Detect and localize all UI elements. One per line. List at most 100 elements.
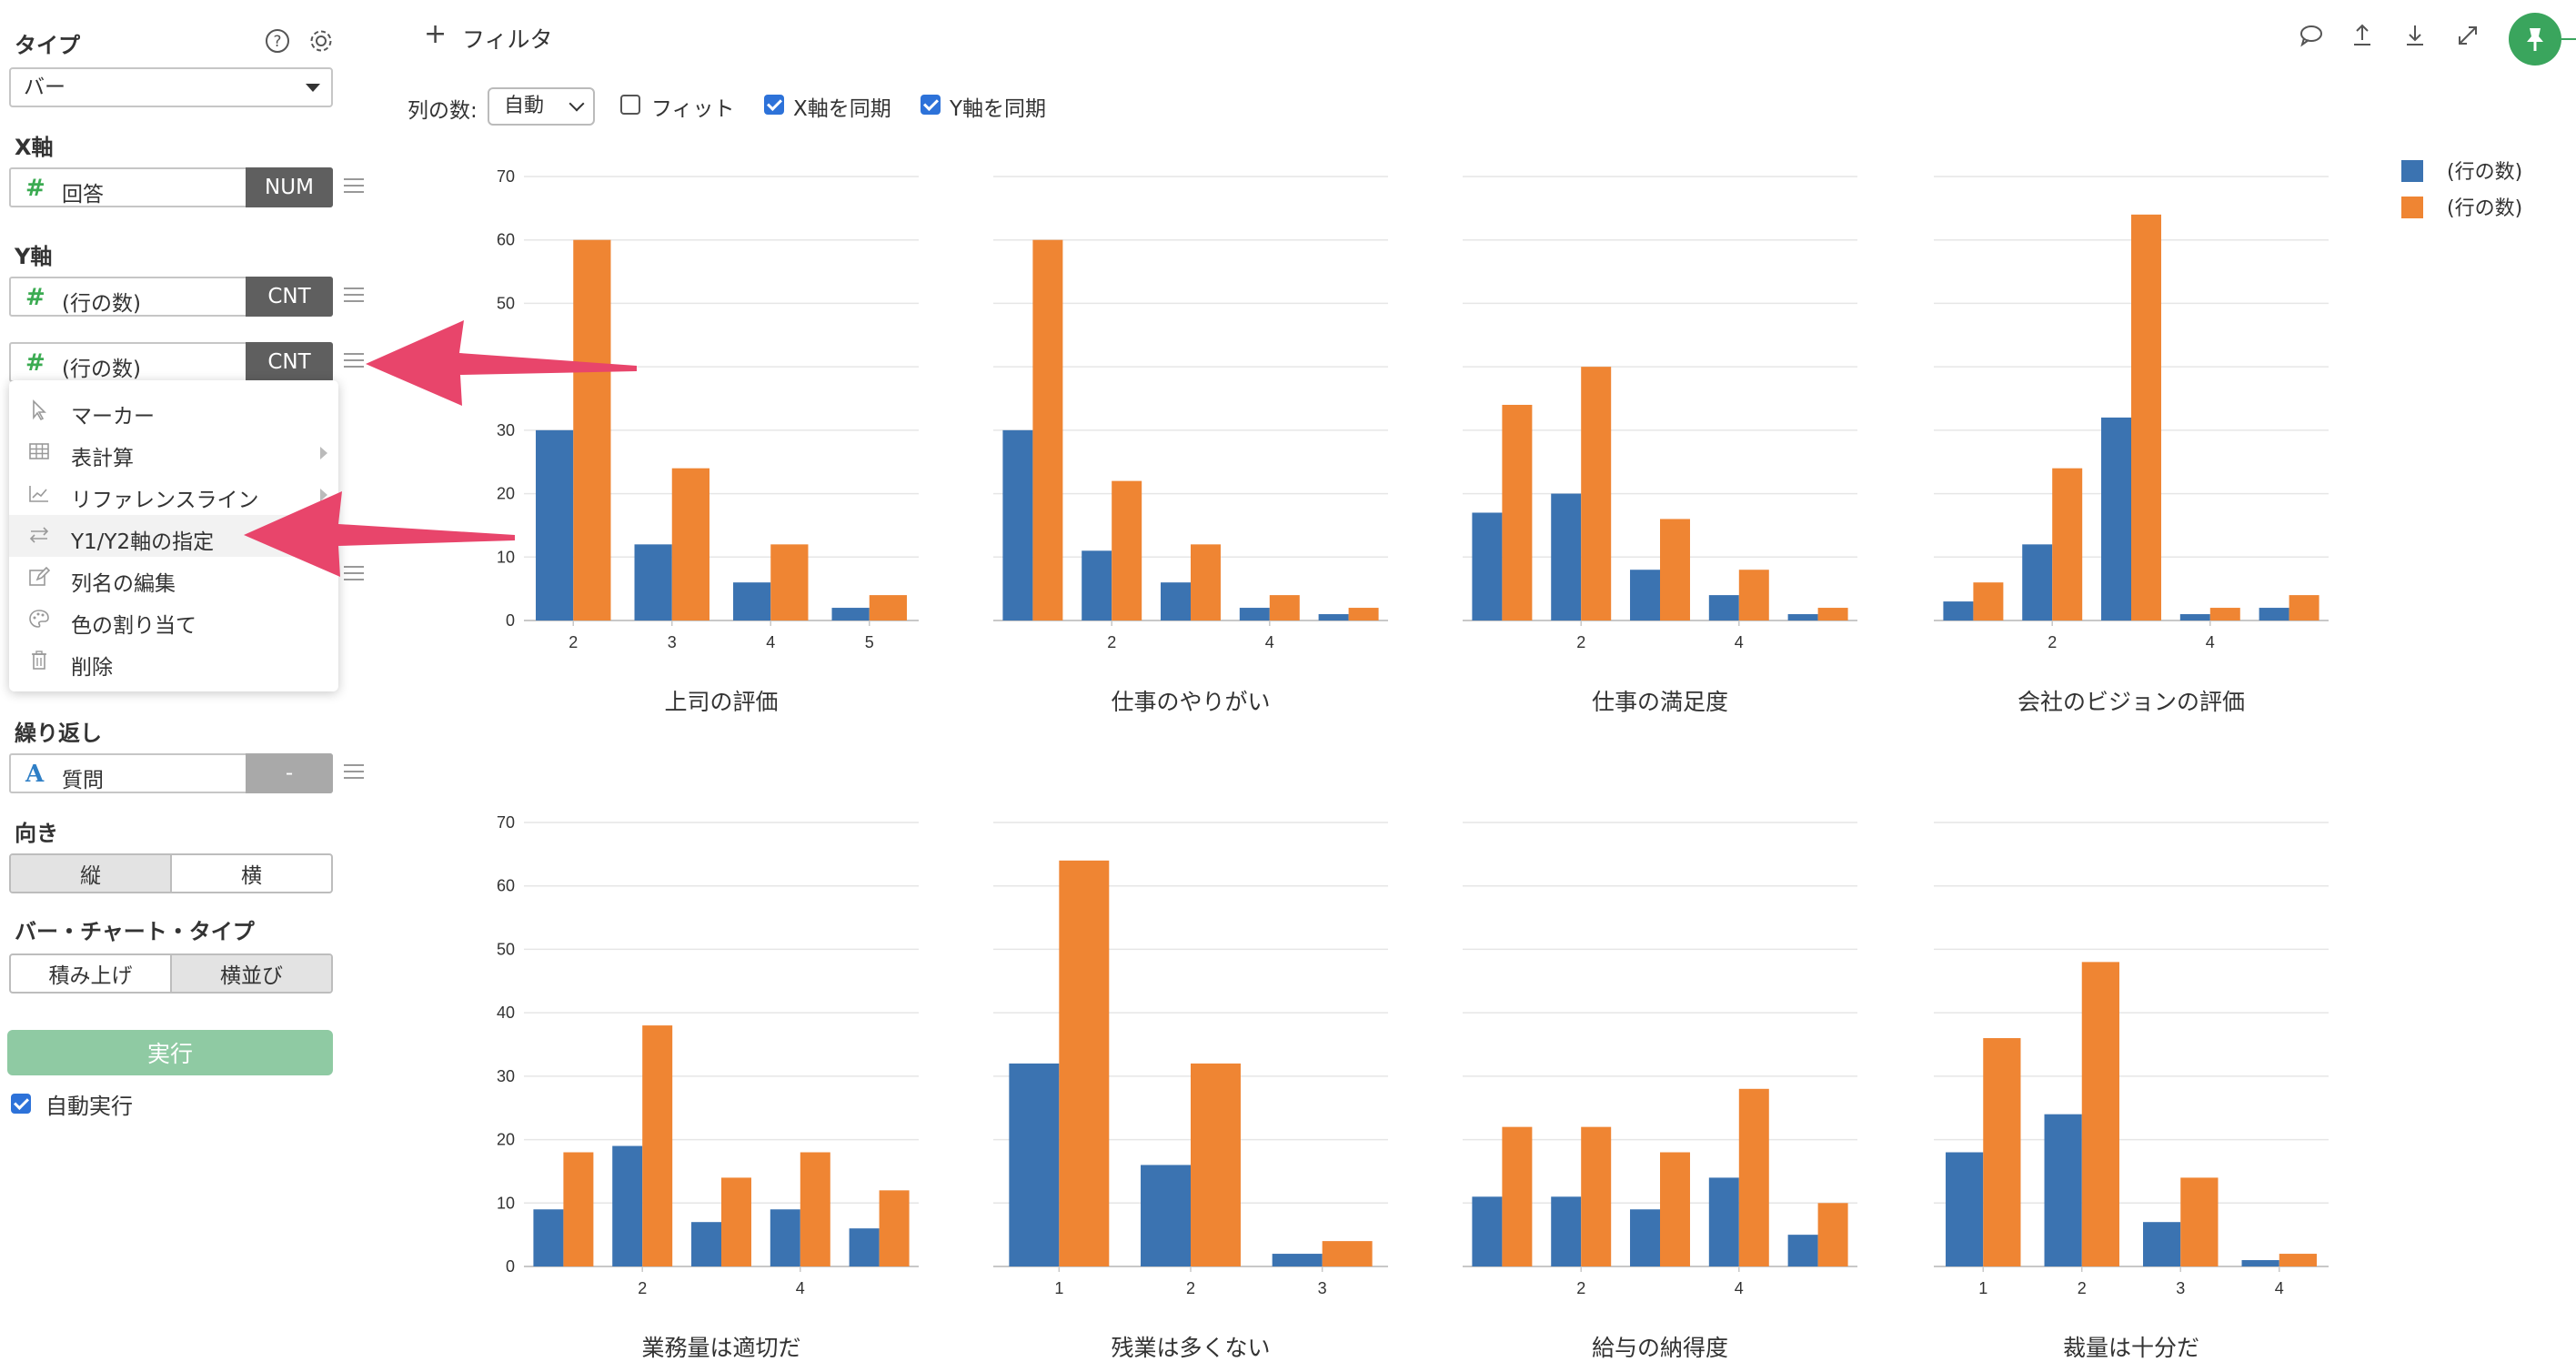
bar-type-stacked-option[interactable]: 積み上げ: [48, 964, 133, 988]
y-tick-label: 10: [497, 1194, 515, 1212]
y-tick-label: 40: [497, 1004, 515, 1022]
text-type-icon: A: [25, 761, 45, 788]
menu-item-reference-line[interactable]: リファレンスライン: [9, 473, 338, 515]
expand-icon[interactable]: [2452, 20, 2483, 51]
menu-item-assign-color[interactable]: 色の割り当て: [9, 599, 338, 641]
bar-blue: [849, 1228, 880, 1266]
bar-chart-3: 2 4 仕事の満足度: [1463, 176, 1857, 715]
x-tick-label: 3: [668, 633, 677, 651]
x-tick-label: 2: [1576, 1279, 1585, 1297]
x-field-menu-icon[interactable]: [344, 178, 364, 195]
menu-item-label: 表計算: [71, 447, 134, 470]
auto-run-checkbox[interactable]: [11, 1094, 31, 1114]
bar-orange: [563, 1152, 594, 1266]
bar-orange: [573, 239, 611, 620]
bar-blue: [1472, 1196, 1503, 1266]
chart-type-select[interactable]: バー: [9, 67, 333, 107]
repeat-section-title: 繰り返し: [15, 721, 102, 746]
menu-item-table-calc[interactable]: 表計算: [9, 431, 338, 473]
bar-blue: [1551, 1196, 1582, 1266]
x-tick-label: 4: [1735, 1279, 1744, 1297]
bar-orange: [2209, 608, 2240, 620]
number-type-icon: #: [25, 349, 45, 377]
fit-checkbox[interactable]: [620, 95, 640, 115]
direction-vertical-option[interactable]: 縦: [11, 855, 170, 892]
download-icon[interactable]: [2400, 20, 2430, 51]
legend: (行の数) (行の数): [2401, 160, 2522, 220]
annotation-arrow-to-menu-item: [244, 491, 515, 577]
bar-blue: [2259, 608, 2289, 620]
menu-item-delete[interactable]: 削除: [9, 641, 338, 682]
y-field-2-aggregation[interactable]: CNT: [246, 342, 333, 382]
trash-icon: [27, 651, 51, 672]
sync-y-checkbox[interactable]: [921, 95, 941, 115]
y-field-1-menu-icon[interactable]: [344, 288, 364, 304]
y-tick-label: 20: [497, 485, 515, 503]
auto-run-label: 自動実行: [45, 1094, 133, 1119]
pin-icon[interactable]: [2509, 13, 2561, 66]
bar-type-grouped-option[interactable]: 横並び: [170, 955, 331, 992]
x-tick-label: 2: [569, 633, 578, 651]
hidden-field-menu-icon[interactable]: [344, 566, 364, 582]
repeat-field-menu-icon[interactable]: [344, 764, 364, 781]
x-tick-label: 3: [2176, 1279, 2185, 1297]
pin-connector-line: [2561, 38, 2576, 40]
table-icon: [27, 441, 51, 463]
repeat-field[interactable]: A 質問 -: [9, 753, 333, 793]
number-type-icon: #: [25, 284, 45, 311]
submenu-arrow-icon: [320, 489, 327, 501]
bar-blue: [1708, 1177, 1739, 1266]
bar-orange: [2279, 1254, 2317, 1266]
sync-x-label: X軸を同期: [793, 97, 891, 121]
bar-blue: [1787, 1235, 1818, 1266]
comment-icon[interactable]: [2296, 20, 2327, 51]
bar-orange: [1738, 1088, 1769, 1266]
gear-icon[interactable]: [307, 27, 335, 55]
bar-orange: [721, 1177, 751, 1266]
x-tick-label: 2: [638, 1279, 647, 1297]
bar-blue: [1002, 429, 1033, 620]
bar-blue: [831, 608, 870, 620]
bar-orange: [1817, 608, 1848, 620]
bar-blue: [2044, 1114, 2082, 1266]
columns-select[interactable]: 自動: [488, 87, 595, 126]
chart-title: 残業は多くない: [1111, 1335, 1270, 1361]
run-button[interactable]: 実行: [7, 1030, 333, 1075]
y-axis-field-1[interactable]: # (行の数) CNT: [9, 277, 333, 317]
upload-icon[interactable]: [2347, 20, 2378, 51]
bar-blue: [733, 582, 771, 620]
bar-blue: [2241, 1260, 2279, 1266]
x-tick-label: 4: [796, 1279, 805, 1297]
sync-x-checkbox[interactable]: [764, 95, 784, 115]
bar-blue: [612, 1145, 643, 1266]
number-type-icon: #: [25, 175, 45, 202]
y-field-1-aggregation[interactable]: CNT: [246, 277, 333, 317]
add-filter-plus-icon[interactable]: +: [424, 18, 448, 50]
x-axis-section-title: X軸: [15, 135, 54, 160]
x-field-aggregation[interactable]: NUM: [246, 167, 333, 207]
help-icon[interactable]: ?: [264, 27, 291, 55]
x-axis-field[interactable]: # 回答 NUM: [9, 167, 333, 207]
y-tick-label: 10: [497, 548, 515, 566]
direction-horizontal-option[interactable]: 横: [170, 855, 331, 892]
bar-blue: [1082, 550, 1112, 620]
chart-title: 仕事の満足度: [1592, 689, 1728, 715]
type-section-title: タイプ: [15, 33, 80, 58]
direction-section-title: 向き: [15, 821, 58, 846]
y-field-2-menu-icon[interactable]: [344, 353, 364, 369]
filter-button[interactable]: フィルタ: [462, 26, 553, 53]
menu-item-rename-column[interactable]: 列名の編集: [9, 557, 338, 599]
menu-item-label: Y1/Y2軸の指定: [71, 530, 215, 554]
x-tick-label: 2: [1576, 633, 1585, 651]
menu-item-marker[interactable]: マーカー: [9, 389, 338, 431]
y-tick-label: 30: [497, 421, 515, 439]
repeat-field-aggregation[interactable]: -: [246, 753, 333, 793]
direction-toggle: 縦 横: [9, 853, 333, 893]
y-axis-field-2[interactable]: # (行の数) CNT: [9, 342, 333, 382]
bar-orange: [1112, 480, 1142, 620]
y-tick-label: 50: [497, 294, 515, 312]
chart-title: 仕事のやりがい: [1111, 689, 1270, 715]
x-tick-label: 2: [2048, 633, 2057, 651]
